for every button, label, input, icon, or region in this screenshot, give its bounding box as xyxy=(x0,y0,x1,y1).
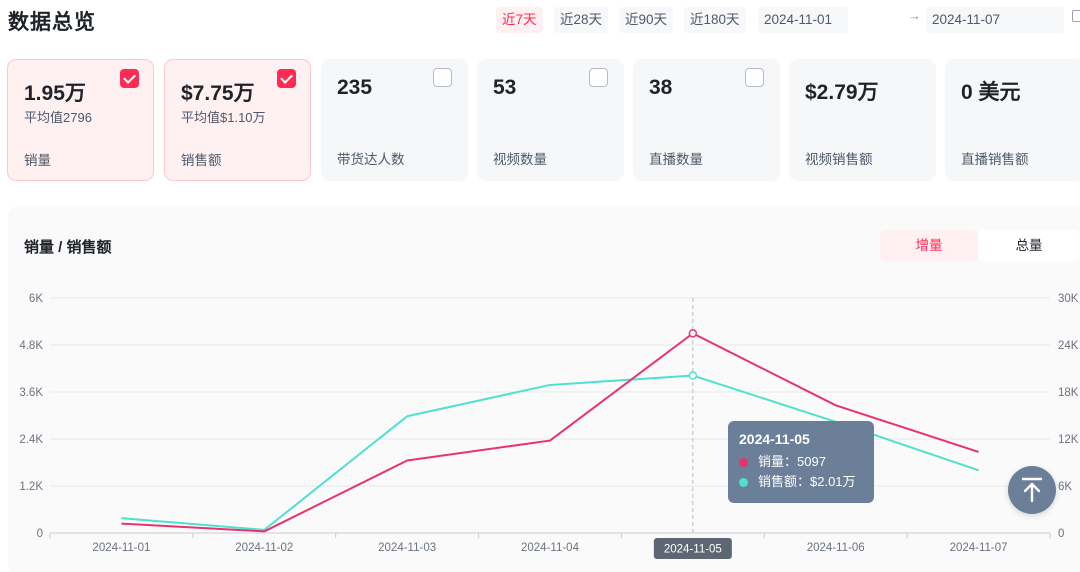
tooltip-amount-text: 销售额：$2.01万 xyxy=(758,474,856,489)
metric-label: 销售额 xyxy=(181,153,222,168)
checkmark-icon[interactable] xyxy=(277,69,296,88)
y-left-tick-label: 4.8K xyxy=(19,340,43,352)
metric-label: 直播销售额 xyxy=(961,152,1029,167)
toggle-total[interactable]: 总量 xyxy=(978,230,1080,262)
x-tick-label: 2024-11-07 xyxy=(950,542,1008,554)
metric-card-video-sales[interactable]: $2.79万 视频销售额 xyxy=(789,59,936,181)
chart-tooltip: 2024-11-05 销量：5097 销售额：$2.01万 xyxy=(728,421,874,503)
x-tick-label: 2024-11-06 xyxy=(807,542,865,554)
x-tick-label: 2024-11-05 xyxy=(664,544,722,556)
range-tab-90d[interactable]: 近90天 xyxy=(619,7,674,33)
tooltip-date: 2024-11-05 xyxy=(739,431,810,447)
metric-value: 38 xyxy=(649,76,673,99)
metric-card-sales-amount[interactable]: $7.75万 平均值$1.10万 销售额 xyxy=(164,59,311,181)
metric-label: 带货达人数 xyxy=(337,152,405,167)
metric-card-creators[interactable]: 235 带货达人数 xyxy=(321,59,468,181)
tooltip-row-volume: 销量：5097 xyxy=(739,452,863,472)
metric-value: $2.79万 xyxy=(805,81,879,104)
date-range-arrow: → xyxy=(908,8,921,23)
metric-label: 视频数量 xyxy=(493,152,547,167)
checkbox-icon[interactable] xyxy=(589,68,608,87)
range-tab-180d[interactable]: 近180天 xyxy=(684,7,746,33)
metric-value: $7.75万 xyxy=(181,82,255,105)
range-tab-7d[interactable]: 近7天 xyxy=(496,7,543,33)
checkmark-icon[interactable] xyxy=(120,69,139,88)
x-tick-label: 2024-11-01 xyxy=(92,542,150,554)
legend-dot-icon xyxy=(739,477,748,487)
metric-value: 53 xyxy=(493,76,517,99)
y-right-tick-label: 30K xyxy=(1058,293,1079,305)
metric-card-lives[interactable]: 38 直播数量 xyxy=(633,59,780,181)
chart-title: 销量 / 销售额 xyxy=(24,239,112,256)
checkbox-icon[interactable] xyxy=(745,68,764,87)
x-tick-label: 2024-11-02 xyxy=(235,542,293,554)
legend-dot-icon xyxy=(739,457,748,467)
calendar-icon[interactable] xyxy=(1072,10,1080,22)
metric-average: 平均值$1.10万 xyxy=(181,110,266,125)
scroll-to-top-button[interactable] xyxy=(1008,466,1056,514)
y-right-tick-label: 6K xyxy=(1058,481,1072,493)
y-right-tick-label: 12K xyxy=(1058,434,1079,446)
y-left-tick-label: 0 xyxy=(37,528,43,540)
tooltip-row-amount: 销售额：$2.01万 xyxy=(739,472,863,492)
y-right-tick-label: 24K xyxy=(1058,340,1079,352)
metric-card-videos[interactable]: 53 视频数量 xyxy=(477,59,624,181)
tooltip-volume-text: 销量：5097 xyxy=(758,454,826,469)
date-end-field[interactable]: 2024-11-07 xyxy=(926,7,1064,33)
y-left-tick-label: 3.6K xyxy=(19,387,43,399)
highlight-point-amount xyxy=(688,371,698,380)
metric-value: 235 xyxy=(337,76,373,99)
metric-card-live-sales[interactable]: 0 美元 直播销售额 xyxy=(945,59,1080,181)
metric-value: 1.95万 xyxy=(24,82,86,105)
series-line-volume xyxy=(121,332,979,533)
y-left-tick-label: 1.2K xyxy=(19,481,43,493)
y-right-tick-label: 0 xyxy=(1058,528,1064,540)
y-left-tick-label: 2.4K xyxy=(19,434,43,446)
page-title: 数据总览 xyxy=(8,11,96,34)
chart-panel: 销量 / 销售额 增量 总量 xyxy=(8,206,1080,572)
x-tick-label: 2024-11-03 xyxy=(378,542,436,554)
toggle-increment[interactable]: 增量 xyxy=(880,230,978,262)
y-left-tick-label: 6K xyxy=(29,293,43,305)
metric-label: 销量 xyxy=(24,153,51,168)
metric-value: 0 美元 xyxy=(961,81,1021,104)
metric-label: 直播数量 xyxy=(649,152,703,167)
metric-label: 视频销售额 xyxy=(805,152,873,167)
date-start-field[interactable]: 2024-11-01 xyxy=(758,7,848,33)
header: 数据总览 近7天 近28天 近90天 近180天 2024-11-01 → 20… xyxy=(0,0,1080,46)
x-tick-label: 2024-11-04 xyxy=(521,542,580,554)
checkbox-icon[interactable] xyxy=(433,68,452,87)
x-label-highlight-bg xyxy=(653,538,732,559)
range-tab-28d[interactable]: 近28天 xyxy=(554,7,609,33)
metric-average: 平均值2796 xyxy=(24,110,92,125)
y-right-tick-label: 18K xyxy=(1058,387,1079,399)
highlight-point-volume xyxy=(688,329,698,338)
arrow-up-to-top-icon xyxy=(1021,477,1043,503)
metric-card-sales-volume[interactable]: 1.95万 平均值2796 销量 xyxy=(7,59,154,181)
